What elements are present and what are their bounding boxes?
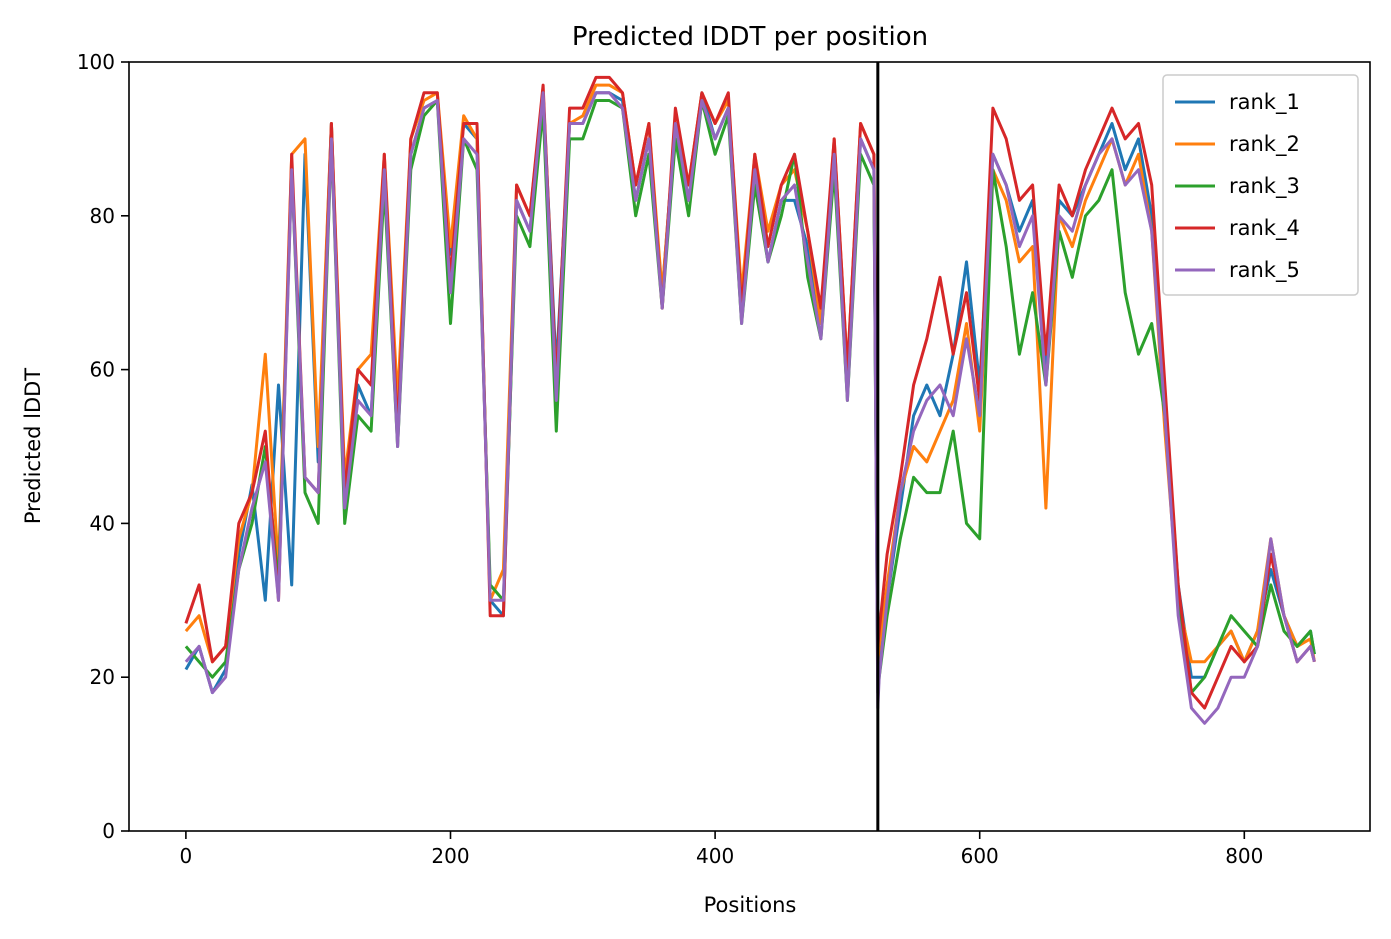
- y-tick-label: 40: [90, 511, 115, 535]
- x-axis: 0 200 400 600 800: [180, 831, 1263, 868]
- x-axis-label: Positions: [704, 893, 797, 917]
- chart-title: Predicted lDDT per position: [572, 22, 928, 52]
- x-tick-label: 800: [1225, 844, 1263, 868]
- plot-area: [184, 75, 1316, 725]
- y-tick-label: 0: [102, 819, 115, 843]
- legend-label-rank_1: rank_1: [1229, 90, 1300, 115]
- series-line-rank_5: [184, 91, 1316, 725]
- y-axis: 0 20 40 60 80 100: [77, 50, 129, 843]
- x-tick-label: 0: [180, 844, 193, 868]
- legend-label-rank_5: rank_5: [1229, 258, 1300, 283]
- y-tick-label: 60: [90, 358, 115, 382]
- x-tick-label: 400: [696, 844, 734, 868]
- y-tick-label: 100: [77, 50, 115, 74]
- legend-label-rank_3: rank_3: [1229, 174, 1300, 199]
- legend-label-rank_4: rank_4: [1229, 216, 1300, 241]
- legend-box: [1162, 74, 1359, 296]
- y-tick-label: 20: [90, 665, 115, 689]
- y-tick-label: 80: [90, 204, 115, 228]
- legend: rank_1 rank_2 rank_3 rank_4 rank_5: [1162, 74, 1359, 296]
- x-tick-label: 600: [961, 844, 999, 868]
- axes-frame: [128, 61, 1371, 832]
- y-axis-label: Predicted lDDT: [21, 368, 45, 524]
- x-tick-label: 200: [431, 844, 469, 868]
- legend-label-rank_2: rank_2: [1229, 132, 1300, 157]
